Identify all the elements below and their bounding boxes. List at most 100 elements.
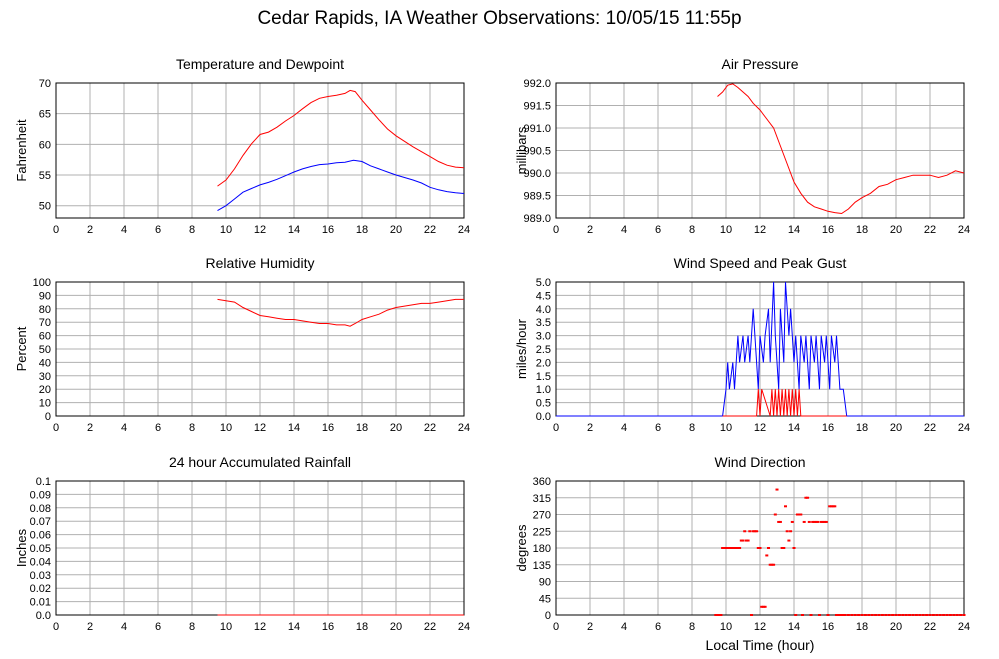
data-point [809,614,813,616]
data-point [765,554,769,557]
y-tick-label: 0.5 [536,398,551,410]
data-point [785,530,789,533]
y-tick-label: 0.04 [30,556,51,568]
x-tick-label: 8 [689,621,695,633]
y-tick-label: 45 [539,593,551,605]
x-tick-label: 18 [356,422,368,434]
data-point [959,614,963,616]
data-point [833,505,837,508]
data-point [891,614,895,616]
data-point [840,614,844,616]
data-point [778,520,782,523]
y-tick-label: 0.0 [36,610,51,622]
y-tick-label: 2.5 [536,344,551,356]
data-point [908,614,912,616]
data-point [841,614,845,616]
y-tick-label: 4.5 [536,290,551,302]
data-point [925,614,929,616]
data-point [797,513,801,516]
x-tick-label: 16 [322,422,334,434]
data-point [894,614,898,616]
data-point [843,614,847,616]
x-tick-label: 20 [390,224,402,236]
y-tick-label: 70 [39,317,51,329]
chart-title: 24 hour Accumulated Rainfall [169,454,351,470]
data-point [744,539,748,542]
y-tick-label: 3.0 [536,331,551,343]
x-tick-label: 6 [655,422,661,434]
y-tick-label: 0.1 [36,476,51,488]
data-point [741,539,745,542]
data-point [794,614,798,616]
y-tick-label: 991.0 [523,123,551,135]
data-point [722,547,726,549]
data-point [863,614,867,616]
data-point [716,614,719,616]
data-point [816,520,820,523]
x-tick-label: 12 [754,422,766,434]
data-point [780,547,784,549]
data-point [877,614,881,616]
x-tick-label: 10 [720,224,732,236]
data-point [962,614,966,616]
x-tick-label: 12 [754,224,766,236]
plot-frame [555,82,965,219]
data-point [823,520,827,523]
y-tick-label: 5.0 [536,277,551,289]
data-point [867,614,871,616]
data-point [914,614,918,616]
x-tick-label: 20 [890,621,902,633]
x-axis-label: Local Time (hour) [706,637,815,653]
series-line [217,298,464,327]
x-tick-label: 2 [587,422,593,434]
data-point [743,530,747,533]
chart-pressure: 0 2 4 6 8 10 12 14 16 18 20 22 24989.0989.5990.0990.… [514,56,970,236]
data-point [760,605,764,608]
x-tick-label: 10 [220,422,232,434]
y-tick-label: 1.5 [536,371,551,383]
x-tick-label: 22 [924,621,936,633]
data-point [755,530,759,533]
data-point [782,547,786,549]
x-tick-label: 8 [189,422,195,434]
data-point [853,614,857,616]
data-point [880,614,884,616]
chart-title: Wind Speed and Peak Gust [674,255,847,271]
x-tick-label: 18 [856,224,868,236]
y-axis-label: millibars [514,126,529,174]
y-tick-label: 990.5 [523,146,551,158]
data-point [860,614,864,616]
y-tick-label: 50 [39,201,51,213]
x-tick-label: 24 [958,422,970,434]
x-tick-label: 10 [720,621,732,633]
x-tick-label: 18 [856,422,868,434]
data-point [897,614,901,616]
data-point [753,530,757,533]
x-tick-label: 10 [220,621,232,633]
x-tick-label: 20 [390,422,402,434]
x-tick-label: 24 [958,224,970,236]
y-tick-label: 90 [39,290,51,302]
data-point [806,496,810,499]
x-tick-label: 14 [288,422,300,434]
data-point [870,614,874,616]
data-point [838,614,842,616]
chart-title: Wind Direction [714,454,805,470]
series-line [722,389,847,417]
y-tick-label: 180 [533,543,551,555]
data-point [795,513,799,516]
y-tick-label: 20 [39,384,51,396]
data-point [846,614,850,616]
chart-rain: 0 2 4 6 8 10 12 14 16 18 20 22 240.00.010.020.030.04… [14,454,470,633]
data-point [738,547,742,549]
x-tick-label: 18 [356,621,368,633]
x-tick-label: 24 [458,422,470,434]
x-tick-label: 12 [254,621,266,633]
y-tick-label: 70 [39,78,51,90]
x-tick-label: 20 [890,422,902,434]
data-point [729,547,733,549]
y-tick-label: 55 [39,170,51,182]
x-tick-label: 10 [720,422,732,434]
data-point [784,505,787,508]
x-tick-label: 22 [424,224,436,236]
